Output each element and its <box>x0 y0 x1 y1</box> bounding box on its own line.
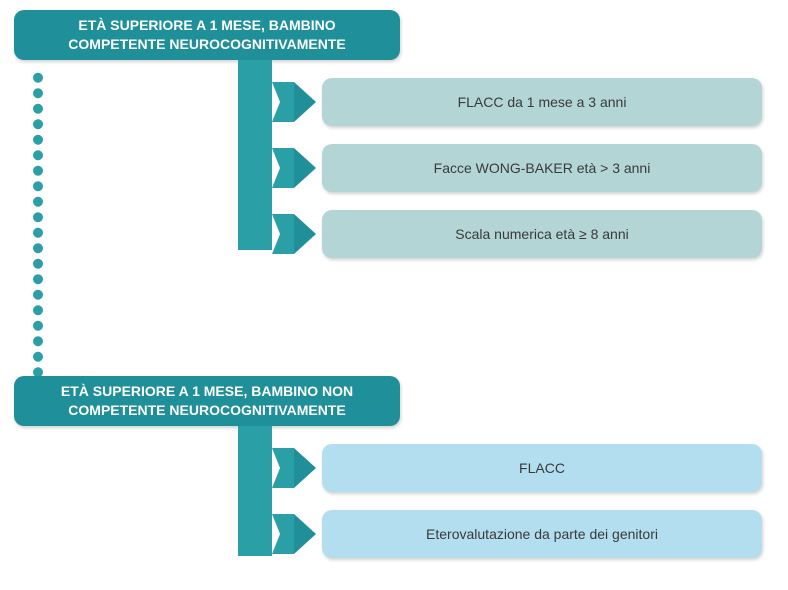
section1-item-0: FLACC da 1 mese a 3 anni <box>322 78 762 126</box>
section1-arrow-1 <box>272 148 316 188</box>
section1-header-text: ETÀ SUPERIORE A 1 MESE, BAMBINO COMPETEN… <box>28 16 386 54</box>
section2-item-0: FLACC <box>322 444 762 492</box>
item-label: FLACC <box>519 460 565 476</box>
section2-header: ETÀ SUPERIORE A 1 MESE, BAMBINO NON COMP… <box>14 376 400 426</box>
section2-header-text: ETÀ SUPERIORE A 1 MESE, BAMBINO NON COMP… <box>28 382 386 420</box>
item-label: Eterovalutazione da parte dei genitori <box>426 526 658 542</box>
section1-stem <box>238 60 272 250</box>
section1-item-2: Scala numerica età ≥ 8 anni <box>322 210 762 258</box>
section2-stem <box>238 426 272 556</box>
section1-arrow-0 <box>272 82 316 122</box>
dotted-connector <box>28 70 48 380</box>
section2-arrow-1 <box>272 514 316 554</box>
section2-item-1: Eterovalutazione da parte dei genitori <box>322 510 762 558</box>
item-label: Facce WONG-BAKER età > 3 anni <box>434 160 651 176</box>
flowchart-container: ETÀ SUPERIORE A 1 MESE, BAMBINO COMPETEN… <box>0 0 788 590</box>
section1-header: ETÀ SUPERIORE A 1 MESE, BAMBINO COMPETEN… <box>14 10 400 60</box>
section1-arrow-2 <box>272 214 316 254</box>
item-label: FLACC da 1 mese a 3 anni <box>458 94 627 110</box>
section1-item-1: Facce WONG-BAKER età > 3 anni <box>322 144 762 192</box>
item-label: Scala numerica età ≥ 8 anni <box>455 226 628 242</box>
section2-arrow-0 <box>272 448 316 488</box>
